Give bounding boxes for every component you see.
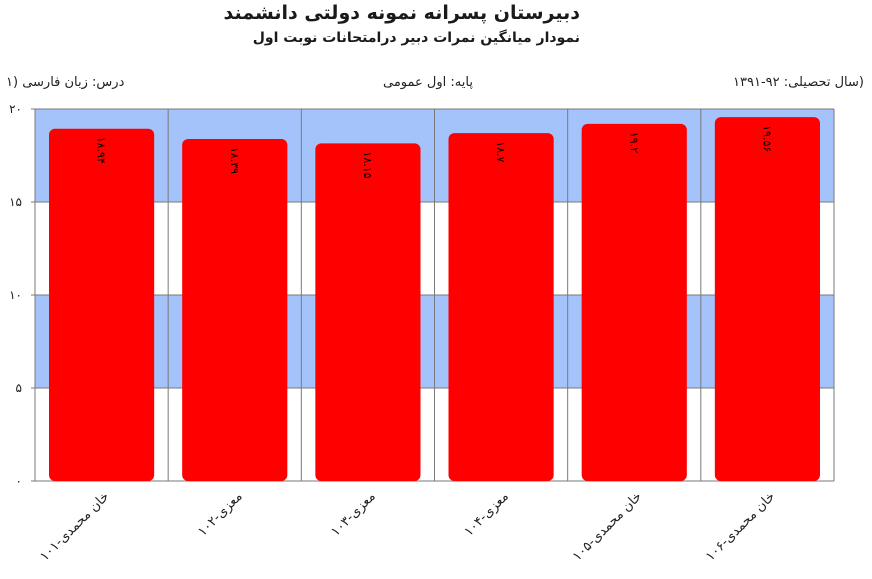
bar: [714, 117, 820, 482]
y-tick-label: ۱۰: [9, 288, 22, 302]
data-label: ۱۹.۲: [627, 132, 640, 153]
y-tick-label: ۵: [16, 381, 22, 395]
y-tick-label: ۱۵: [9, 195, 22, 209]
data-label: ۱۸.۷: [494, 141, 507, 162]
data-label: ۱۸.۱۵: [361, 151, 374, 178]
bar: [182, 138, 288, 482]
x-tick-label: خان محمدی-۱۰۱: [37, 489, 112, 564]
data-label: ۱۸.۹۴: [95, 137, 108, 164]
bar: [448, 133, 554, 481]
x-tick-label: معزی-۱۰۳: [328, 489, 378, 539]
y-tick-label: ۲۰: [9, 102, 22, 116]
x-tick-label: خان محمدی-۱۰۶: [703, 489, 778, 564]
data-label: ۱۹.۵۶: [760, 125, 773, 152]
school-year-label: (سال تحصیلی: ۹۲-۱۳۹۱: [733, 75, 864, 90]
y-tick-label: ۰: [16, 474, 22, 488]
x-tick-label: خان محمدی-۱۰۵: [570, 489, 645, 564]
x-tick-label: معزی-۱۰۴: [462, 489, 512, 539]
x-tick-label: معزی-۱۰۲: [195, 489, 245, 539]
chart-title: دبیرستان پسرانه نمونه دولتی دانشمند: [223, 2, 580, 24]
data-label: ۱۸.۳۹: [228, 147, 241, 174]
bar: [315, 143, 421, 481]
course-label: درس: زبان فارسی (۱: [6, 75, 125, 90]
chart-subtitle: نمودار میانگین نمرات دبیر درامتحانات نوب…: [252, 30, 580, 46]
bar: [49, 128, 155, 481]
bar: [581, 123, 687, 481]
grade-label: پایه: اول عمومی: [383, 75, 473, 90]
